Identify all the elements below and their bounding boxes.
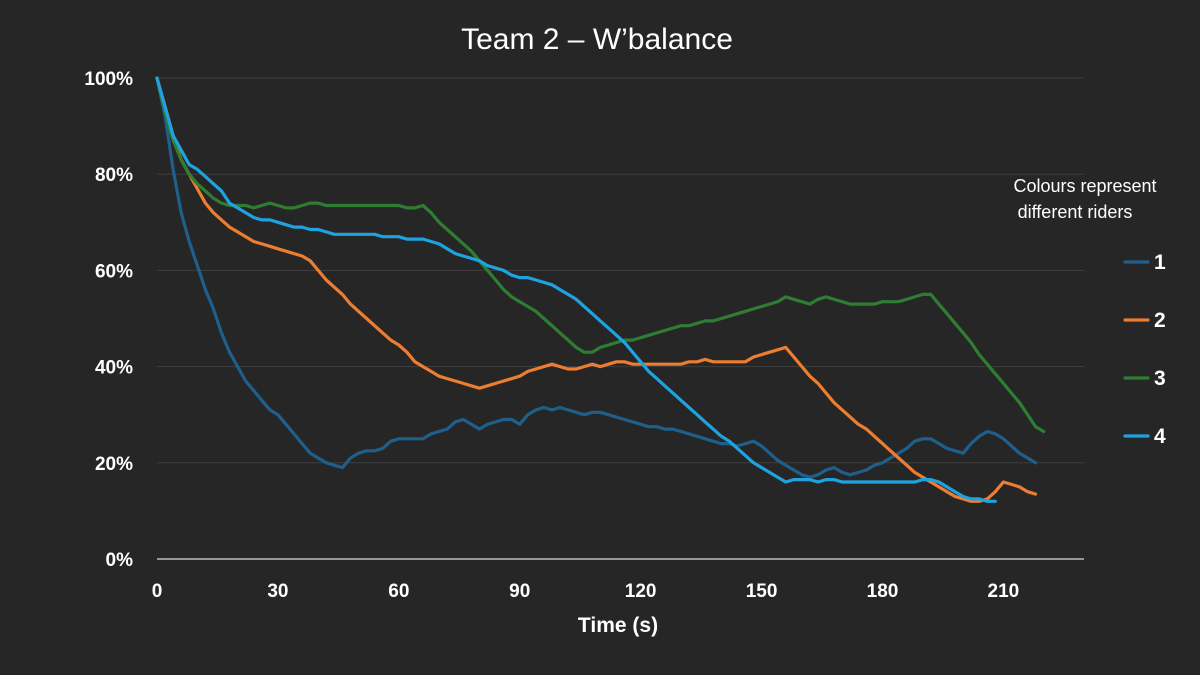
series-line-rider-4 bbox=[155, 76, 997, 503]
y-tick-label: 0% bbox=[106, 550, 134, 571]
y-tick-label: 80% bbox=[95, 165, 133, 186]
x-tick-label: 90 bbox=[509, 581, 530, 602]
y-tick-label: 100% bbox=[84, 69, 133, 90]
annotation-line-1: Colours represent bbox=[1013, 176, 1156, 196]
legend-label-rider-1: 1 bbox=[1154, 251, 1166, 274]
x-tick-label: 60 bbox=[388, 581, 409, 602]
legend-label-rider-4: 4 bbox=[1154, 425, 1166, 448]
x-tick-label: 210 bbox=[988, 581, 1020, 602]
series-lines bbox=[155, 76, 1046, 503]
x-axis-ticks: 0 30 60 90 120 150 180 210 bbox=[152, 581, 1020, 602]
gridlines bbox=[157, 77, 1084, 560]
y-axis-ticks: 0% 20% 40% 60% 80% 100% bbox=[84, 69, 133, 571]
y-tick-label: 40% bbox=[95, 358, 133, 379]
x-tick-label: 180 bbox=[867, 581, 899, 602]
annotation-line-2: different riders bbox=[1018, 202, 1133, 222]
chart-title: Team 2 – W’balance bbox=[461, 23, 733, 56]
y-tick-label: 20% bbox=[95, 454, 133, 475]
legend: 1 2 3 4 bbox=[1123, 251, 1166, 448]
series-line-rider-1 bbox=[155, 76, 1038, 479]
series-line-rider-3 bbox=[155, 76, 1046, 434]
series-line-rider-2 bbox=[155, 76, 1038, 503]
x-axis-label: Time (s) bbox=[578, 614, 658, 637]
x-tick-label: 0 bbox=[152, 581, 163, 602]
x-tick-label: 150 bbox=[746, 581, 778, 602]
x-tick-label: 30 bbox=[267, 581, 288, 602]
y-tick-label: 60% bbox=[95, 261, 133, 282]
legend-label-rider-2: 2 bbox=[1154, 309, 1166, 332]
x-tick-label: 120 bbox=[625, 581, 657, 602]
legend-label-rider-3: 3 bbox=[1154, 367, 1166, 390]
